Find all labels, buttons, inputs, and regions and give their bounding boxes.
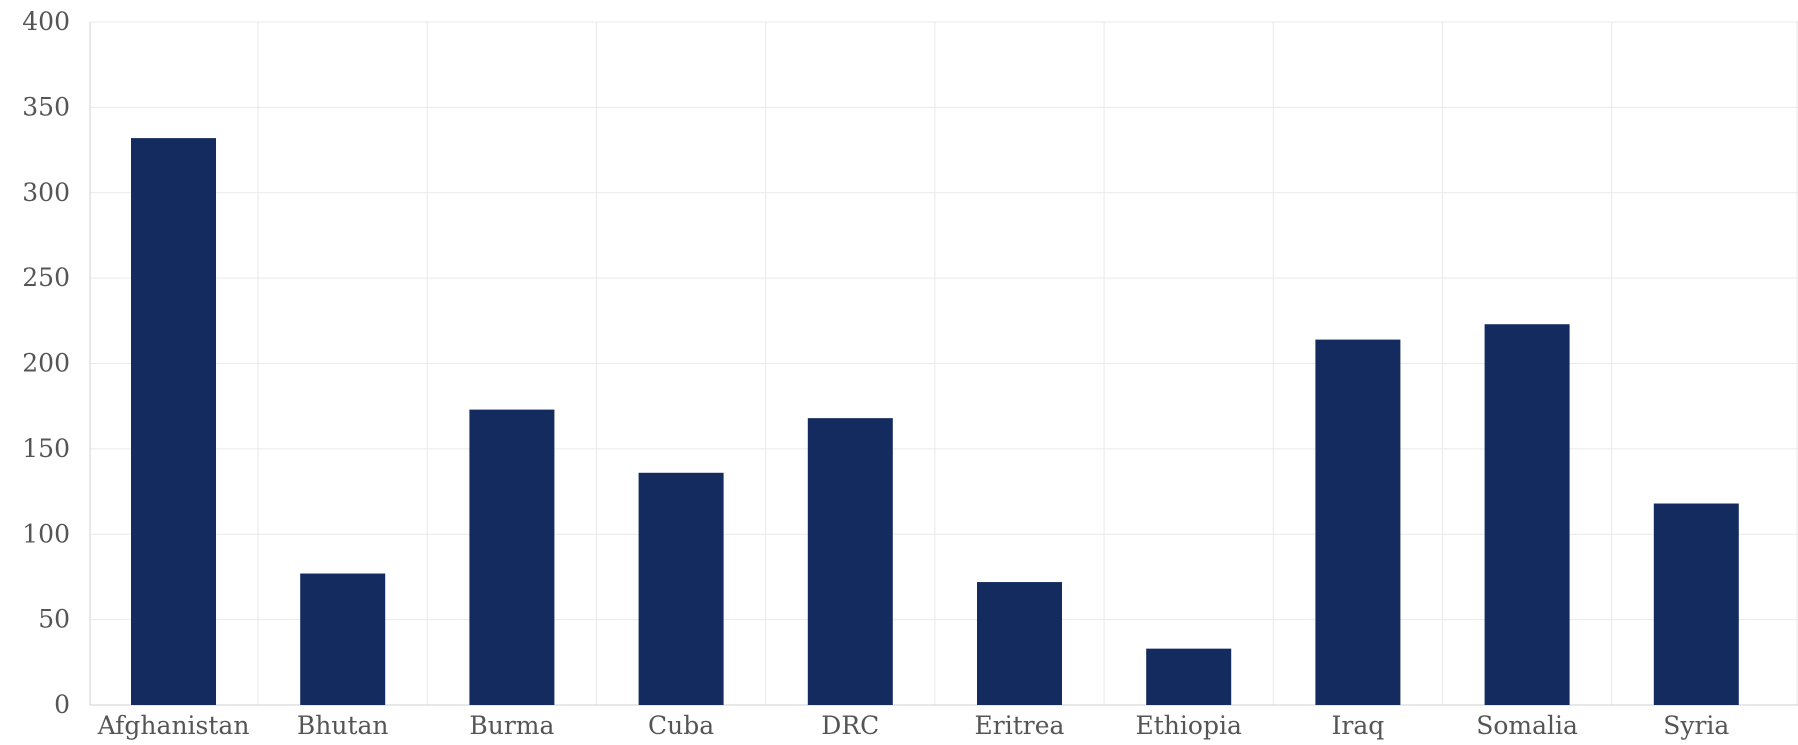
x-axis-tick-labels: Afghanistan Bhutan Burma Cuba DRC Eritrea Ethi… xyxy=(97,711,1730,740)
bars xyxy=(131,138,1739,706)
bar-burma xyxy=(469,409,555,705)
bar-bhutan xyxy=(300,573,386,705)
y-tick-label: 0 xyxy=(54,690,70,719)
y-tick-label: 100 xyxy=(22,519,70,548)
bar-iraq xyxy=(1315,339,1401,705)
bar-eritrea xyxy=(977,582,1062,705)
y-tick-label: 300 xyxy=(22,178,70,207)
bar-somalia xyxy=(1484,324,1570,705)
grid xyxy=(90,21,1798,705)
x-tick-label: Burma xyxy=(469,711,554,740)
y-tick-label: 250 xyxy=(22,263,70,292)
x-tick-label: Somalia xyxy=(1476,711,1578,740)
y-tick-label: 200 xyxy=(22,349,70,378)
bar-ethiopia xyxy=(1146,648,1232,705)
y-tick-label: 50 xyxy=(38,605,70,634)
x-tick-label: Cuba xyxy=(648,711,714,740)
y-axis-tick-labels: 0 50 100 150 200 250 300 350 400 xyxy=(22,7,70,719)
y-tick-label: 150 xyxy=(22,434,70,463)
bar-cuba xyxy=(638,472,724,705)
x-tick-label: Ethiopia xyxy=(1136,711,1242,740)
x-tick-label: Afghanistan xyxy=(97,711,250,740)
x-tick-label: Eritrea xyxy=(975,711,1065,740)
x-tick-label: Iraq xyxy=(1332,711,1385,740)
x-tick-label: Syria xyxy=(1663,711,1729,740)
x-tick-label: DRC xyxy=(821,711,879,740)
bar-drc xyxy=(807,418,893,705)
y-tick-label: 350 xyxy=(22,92,70,121)
bar-afghanistan xyxy=(131,138,216,706)
bar-syria xyxy=(1653,503,1739,705)
y-tick-label: 400 xyxy=(22,7,70,36)
x-tick-label: Bhutan xyxy=(297,711,389,740)
